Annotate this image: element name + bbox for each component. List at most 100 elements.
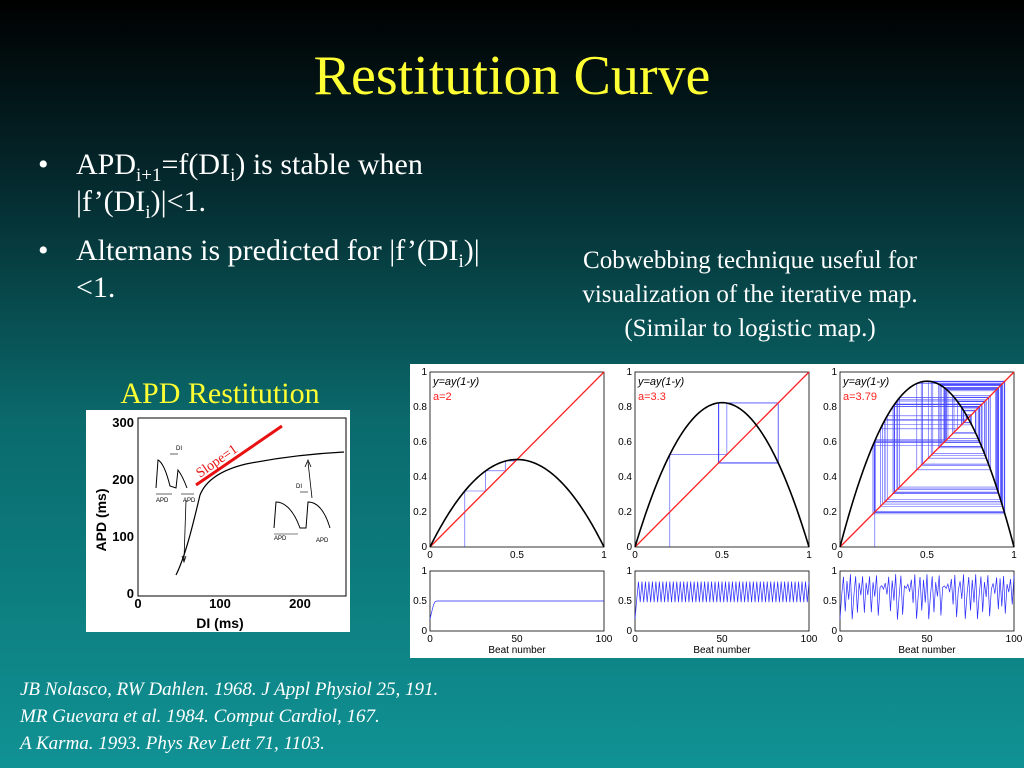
ts-y-tick: 0.5 xyxy=(823,596,837,607)
map-x-tick: 0 xyxy=(632,550,638,561)
cobweb-path xyxy=(872,380,1006,547)
slope-line xyxy=(195,424,283,487)
map-y-tick: 0.4 xyxy=(618,472,632,483)
map-x-tick: 1 xyxy=(1011,550,1017,561)
ts-x-tick: 0 xyxy=(632,634,638,645)
y-tick: 0 xyxy=(127,586,134,601)
identity-line xyxy=(839,371,1015,548)
caption-line: Cobwebbing technique useful for xyxy=(583,247,917,274)
x-tick: 200 xyxy=(289,596,311,611)
cobweb-caption: Cobwebbing technique useful for visualiz… xyxy=(540,244,960,346)
ts-x-tick: 0 xyxy=(427,634,433,645)
svg-text:APD: APD xyxy=(316,538,329,544)
map-parameter: a=3.79 xyxy=(843,391,877,403)
map-x-tick: 0.5 xyxy=(920,550,934,561)
bullet-list: • APDi+1=f(DIi) is stable when |f’(DIi)|<… xyxy=(36,146,506,318)
ts-x-tick: 0 xyxy=(837,634,843,645)
ts-x-tick: 100 xyxy=(801,634,818,645)
cobweb-plots: 10.80.60.40.200 0.5 1y=ay(1-y)a=210.500 50 1… xyxy=(413,367,1023,656)
map-parameter: a=2 xyxy=(433,391,452,403)
bullet-item: • Alternans is predicted for |f’(DIi)|<1. xyxy=(38,234,480,304)
map-equation: y=ay(1-y) xyxy=(637,376,684,388)
ts-y-tick: 0 xyxy=(626,626,632,637)
ts-y-tick: 1 xyxy=(831,566,837,577)
logistic-curve xyxy=(429,458,605,548)
ts-x-tick: 50 xyxy=(716,634,728,645)
ts-y-tick: 1 xyxy=(421,566,427,577)
svg-text:APD: APD xyxy=(183,498,196,504)
apd-restitution-figure: 300 200 100 0 0 100 200 DI (ms) APD (ms)… xyxy=(86,410,350,632)
timeseries-frame xyxy=(839,570,1015,632)
caption-line: visualization of the iterative map. xyxy=(582,281,918,308)
reference-line: MR Guevara et al. 1984. Comput Cardiol, … xyxy=(20,706,380,727)
map-y-tick: 0 xyxy=(626,542,632,553)
x-axis-label: DI (ms) xyxy=(196,615,243,631)
ts-y-tick: 1 xyxy=(626,566,632,577)
timeseries-frame xyxy=(634,570,810,632)
action-potential-inset-left: DI APD APD xyxy=(155,446,196,564)
y-axis-label: APD (ms) xyxy=(93,488,109,551)
cobweb-figure: 1 0.8 0.6 0.4 0.2 0 0 0.5 1 y=ay(1-y) a=2 1 0.5 0 0 50 1… xyxy=(410,364,1024,658)
x-tick: 0 xyxy=(134,596,141,611)
map-equation: y=ay(1-y) xyxy=(842,376,889,388)
logistic-curve xyxy=(839,380,1015,548)
map-y-tick: 0.6 xyxy=(618,437,632,448)
ts-y-tick: 0.5 xyxy=(618,596,632,607)
map-y-tick: 0.6 xyxy=(823,437,837,448)
bullet-item: • APDi+1=f(DIi) is stable when |f’(DIi)|<… xyxy=(38,148,423,223)
map-x-tick: 0.5 xyxy=(510,550,524,561)
ts-x-label: Beat number xyxy=(898,645,956,656)
map-y-tick: 0 xyxy=(421,542,427,553)
map-y-tick: 0.2 xyxy=(823,507,837,518)
ts-y-tick: 0.5 xyxy=(413,596,427,607)
bullet-text: Alternans is predicted for |f’(DIi)|<1. xyxy=(76,234,480,304)
ts-x-tick: 50 xyxy=(511,634,523,645)
action-potential-inset-right: DI APD APD xyxy=(273,458,331,544)
reference-line: A Karma. 1993. Phys Rev Lett 71, 1103. xyxy=(20,733,325,754)
map-y-tick: 1 xyxy=(831,367,837,378)
map-frame xyxy=(429,371,605,548)
map-y-tick: 0.2 xyxy=(413,507,427,518)
ts-y-tick: 0 xyxy=(421,626,427,637)
x-tick: 100 xyxy=(209,596,231,611)
reference-line: JB Nolasco, RW Dahlen. 1968. J Appl Phys… xyxy=(20,679,439,700)
ts-x-tick: 100 xyxy=(596,634,613,645)
ts-x-label: Beat number xyxy=(693,645,751,656)
map-x-tick: 0.5 xyxy=(715,550,729,561)
map-y-tick: 0.8 xyxy=(618,402,632,413)
ts-y-tick: 0 xyxy=(831,626,837,637)
y-tick: 200 xyxy=(112,472,134,487)
restitution-curve xyxy=(175,451,345,576)
ts-x-label: Beat number xyxy=(488,645,546,656)
ts-x-tick: 100 xyxy=(1006,634,1023,645)
apd-restitution-plot: 300 200 100 0 0 100 200 DI (ms) APD (ms)… xyxy=(93,415,347,631)
map-x-tick: 0 xyxy=(837,550,843,561)
map-y-tick: 1 xyxy=(421,367,427,378)
map-frame xyxy=(634,371,810,548)
map-x-tick: 1 xyxy=(806,550,812,561)
map-parameter: a=3.3 xyxy=(638,391,666,403)
map-x-tick: 0 xyxy=(427,550,433,561)
map-y-tick: 0.8 xyxy=(413,402,427,413)
beat-series xyxy=(429,600,604,620)
caption-line: (Similar to logistic map.) xyxy=(624,315,876,342)
svg-text:APD: APD xyxy=(156,498,169,504)
ts-x-tick: 50 xyxy=(921,634,933,645)
plot-frame xyxy=(137,417,347,597)
references: JB Nolasco, RW Dahlen. 1968. J Appl Phys… xyxy=(20,676,438,757)
map-y-tick: 0 xyxy=(831,542,837,553)
map-y-tick: 0.6 xyxy=(413,437,427,448)
map-frame xyxy=(839,371,1015,548)
map-y-tick: 1 xyxy=(626,367,632,378)
map-y-tick: 0.2 xyxy=(618,507,632,518)
map-y-tick: 0.4 xyxy=(823,472,837,483)
beat-series xyxy=(634,581,810,620)
beat-series xyxy=(839,574,1015,620)
identity-line xyxy=(634,371,810,548)
map-y-tick: 0.8 xyxy=(823,402,837,413)
y-tick: 100 xyxy=(112,529,134,544)
bullet-text: APDi+1=f(DIi) is stable when |f’(DIi)|<1… xyxy=(76,148,423,223)
slide-title: Restitution Curve xyxy=(313,45,711,107)
y-tick: 300 xyxy=(112,415,134,430)
